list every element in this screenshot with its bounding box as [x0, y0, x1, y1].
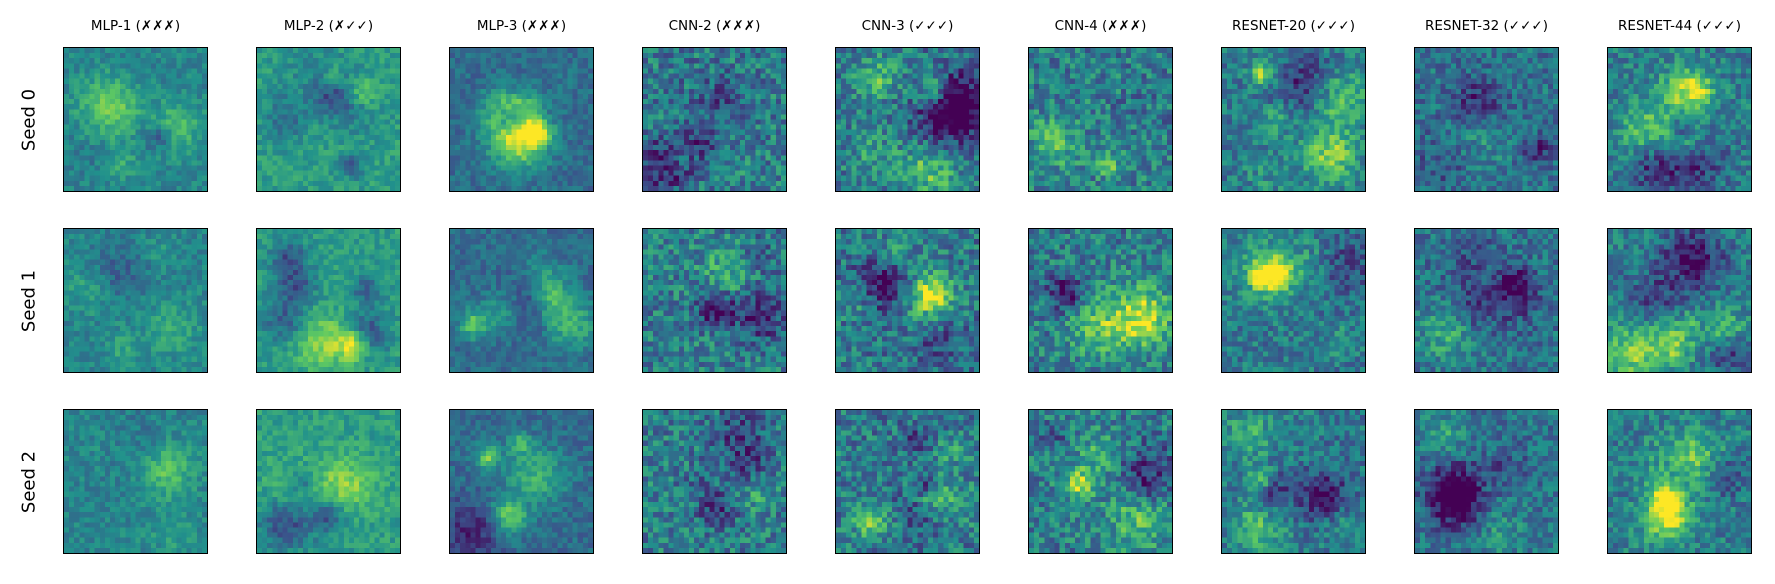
column-title: MLP-3 (✗✗✗) [476, 18, 567, 34]
column-title: CNN-2 (✗✗✗) [668, 18, 761, 34]
saliency-heatmap-panel [835, 47, 980, 192]
saliency-heatmap-panel [1414, 409, 1559, 554]
heatmap-image [1608, 48, 1751, 191]
saliency-heatmap-panel [1607, 409, 1752, 554]
saliency-heatmap-panel [642, 409, 787, 554]
saliency-heatmap-panel [1221, 409, 1366, 554]
heatmap-image [1029, 229, 1172, 372]
saliency-heatmap-panel [835, 409, 980, 554]
row-label: Seed 0 [18, 88, 40, 151]
saliency-heatmap-panel [256, 228, 401, 373]
saliency-heatmap-panel [1221, 228, 1366, 373]
row-label: Seed 2 [18, 450, 40, 513]
heatmap-image [257, 410, 400, 553]
saliency-heatmap-panel [449, 47, 594, 192]
heatmap-image [64, 48, 207, 191]
saliency-heatmap-panel [1028, 228, 1173, 373]
saliency-heatmap-panel [256, 409, 401, 554]
saliency-heatmap-panel [642, 228, 787, 373]
column-title: MLP-2 (✗✓✓) [283, 18, 374, 34]
heatmap-image [450, 48, 593, 191]
heatmap-image [836, 229, 979, 372]
saliency-heatmap-panel [256, 47, 401, 192]
heatmap-image [836, 410, 979, 553]
saliency-heatmap-panel [63, 47, 208, 192]
row-label: Seed 1 [18, 269, 40, 332]
column-title: CNN-3 (✓✓✓) [861, 18, 954, 34]
column-title: RESNET-20 (✓✓✓) [1232, 18, 1355, 34]
heatmap-image [1222, 410, 1365, 553]
heatmap-image [1222, 48, 1365, 191]
saliency-heatmap-panel [642, 47, 787, 192]
saliency-heatmap-panel [63, 409, 208, 554]
saliency-heatmap-panel [449, 228, 594, 373]
saliency-heatmap-panel [63, 228, 208, 373]
heatmap-image [1415, 48, 1558, 191]
heatmap-image [1222, 229, 1365, 372]
heatmap-image [257, 229, 400, 372]
heatmap-image [836, 48, 979, 191]
heatmap-image [1029, 48, 1172, 191]
saliency-heatmap-panel [1028, 409, 1173, 554]
saliency-heatmap-panel [1414, 47, 1559, 192]
saliency-heatmap-panel [1028, 47, 1173, 192]
heatmap-image [1608, 410, 1751, 553]
heatmap-image [450, 410, 593, 553]
saliency-heatmap-panel [449, 409, 594, 554]
heatmap-image [643, 229, 786, 372]
heatmap-image [257, 48, 400, 191]
heatmap-image [643, 48, 786, 191]
heatmap-image [64, 229, 207, 372]
saliency-heatmap-panel [1607, 47, 1752, 192]
heatmap-image [1415, 229, 1558, 372]
heatmap-image [1029, 410, 1172, 553]
saliency-heatmap-panel [1414, 228, 1559, 373]
heatmap-image [1415, 410, 1558, 553]
saliency-heatmap-panel [1607, 228, 1752, 373]
column-title: RESNET-32 (✓✓✓) [1425, 18, 1548, 34]
column-title: CNN-4 (✗✗✗) [1054, 18, 1147, 34]
column-title: RESNET-44 (✓✓✓) [1618, 18, 1741, 34]
heatmap-image [450, 229, 593, 372]
heatmap-image [643, 410, 786, 553]
saliency-heatmap-panel [1221, 47, 1366, 192]
heatmap-image [1608, 229, 1751, 372]
saliency-heatmap-panel [835, 228, 980, 373]
heatmap-image [64, 410, 207, 553]
column-title: MLP-1 (✗✗✗) [90, 18, 181, 34]
